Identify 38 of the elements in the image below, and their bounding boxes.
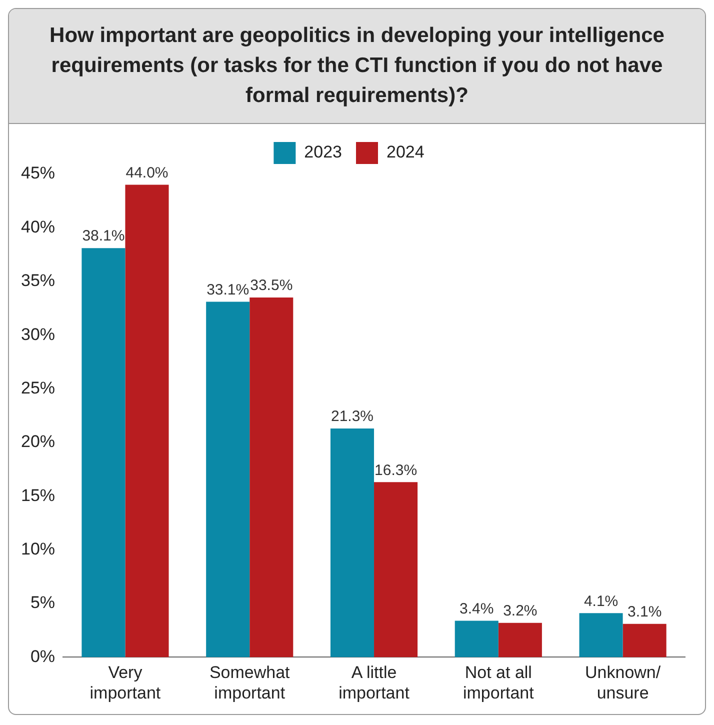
y-tick-label: 25% [20, 378, 56, 398]
data-label: 44.0% [126, 164, 168, 182]
bar [622, 624, 666, 658]
data-label: 38.1% [82, 228, 125, 245]
bar [374, 482, 418, 658]
bar [454, 620, 498, 658]
bar [82, 248, 126, 658]
legend-label: 2024 [386, 142, 424, 162]
x-tick-label: Very important [90, 663, 161, 702]
bar [206, 302, 250, 658]
x-tick-label: Unknown/ unsure [585, 663, 661, 702]
data-label: 16.3% [374, 462, 418, 479]
y-tick-label: 20% [20, 432, 56, 452]
bar [250, 297, 294, 658]
data-label: 21.3% [330, 408, 374, 426]
y-tick-label: 40% [20, 217, 56, 236]
bar [579, 613, 623, 658]
bar [330, 428, 374, 658]
y-tick-label: 35% [20, 271, 56, 290]
x-tick-label: Somewhat important [209, 663, 290, 702]
y-tick-label: 0% [30, 646, 56, 666]
legend-label: 2023 [304, 142, 342, 162]
bar [125, 184, 169, 658]
x-tick-label: A little important [338, 663, 410, 702]
data-label: 4.1% [584, 592, 618, 610]
data-label: 3.4% [460, 600, 494, 618]
data-label: 33.5% [250, 277, 293, 294]
y-tick-label: 10% [20, 540, 56, 559]
bar [498, 622, 542, 658]
data-label: 3.1% [627, 604, 662, 621]
y-tick-label: 5% [30, 593, 56, 612]
x-tick-label: Not at all important [462, 663, 534, 702]
y-tick-label: 45% [20, 164, 56, 183]
data-label: 3.2% [503, 602, 538, 620]
chart-title: How important are geopolitics in developing your intelligence requirements (or tasks for the CTI function if you do not have formal requirements)? [9, 9, 705, 124]
data-label: 33.1% [206, 281, 250, 298]
y-tick-label: 30% [20, 324, 56, 344]
y-tick-label: 15% [20, 486, 56, 505]
